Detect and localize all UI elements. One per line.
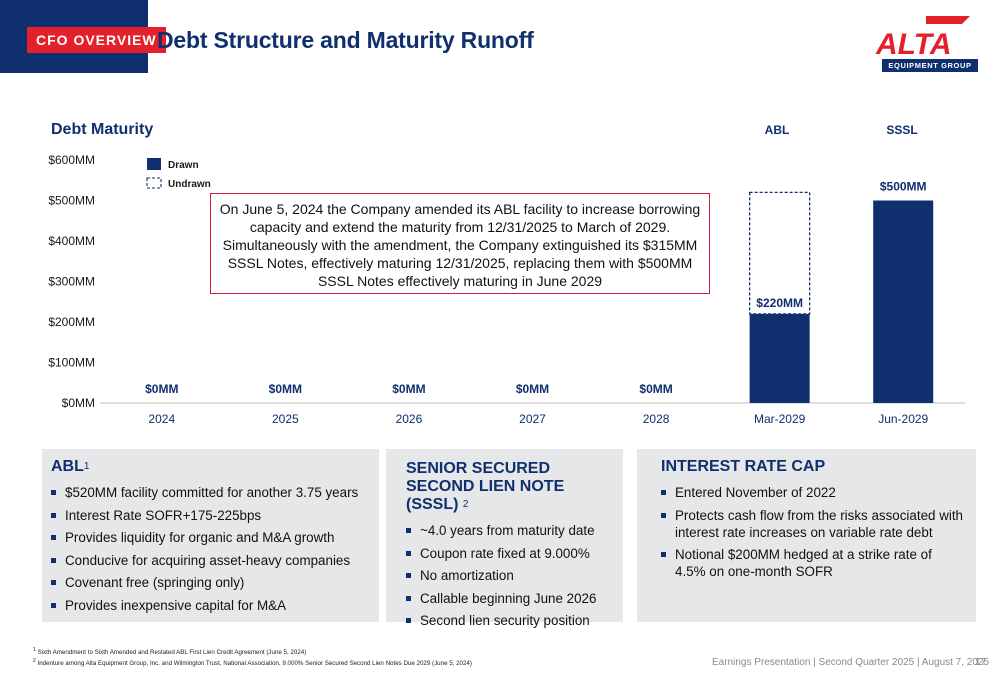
y-tick-label: $600MM xyxy=(48,153,95,167)
logo-wordmark: ALTA xyxy=(875,28,952,60)
data-label: $0MM xyxy=(145,382,178,396)
list-item: Second lien security position xyxy=(406,612,613,629)
interest-rate-cap-panel: INTEREST RATE CAP Entered November of 20… xyxy=(637,449,976,622)
sssl-bullet-list: ~4.0 years from maturity date Coupon rat… xyxy=(406,522,613,629)
abl-panel-title: ABL1 xyxy=(51,458,90,475)
data-label: $0MM xyxy=(516,382,549,396)
data-label: $0MM xyxy=(392,382,425,396)
legend-swatch-undrawn xyxy=(146,177,162,189)
list-item: Notional $200MM hedged at a strike rate … xyxy=(661,546,966,580)
debt-maturity-chart: $0MM $100MM $200MM $300MM $400MM $500MM $600MM… xyxy=(48,153,965,426)
y-tick-label: $0MM xyxy=(62,396,95,410)
list-item: Provides liquidity for organic and M&A g… xyxy=(51,529,369,546)
list-item: Conducive for acquiring asset-heavy comp… xyxy=(51,552,369,569)
sssl-panel-title: SENIOR SECURED SECOND LIEN NOTE (SSSL) 2 xyxy=(406,460,565,513)
footnote-1: 1 Sixth Amendment to Sixth Amended and R… xyxy=(33,647,307,657)
data-label: $0MM xyxy=(639,382,672,396)
footnotes: 1 Sixth Amendment to Sixth Amended and R… xyxy=(33,646,472,668)
data-label: $0MM xyxy=(269,382,302,396)
data-label: $220MM xyxy=(756,296,803,310)
page-number: 17 xyxy=(975,657,987,668)
sssl-panel: SENIOR SECURED SECOND LIEN NOTE (SSSL) 2… xyxy=(386,449,623,628)
list-item: Protects cash flow from the risks associ… xyxy=(661,507,966,541)
legend-label-drawn: Drawn xyxy=(168,160,199,171)
column-header-abl: ABL xyxy=(764,123,790,137)
list-item: Provides inexpensive capital for M&A xyxy=(51,597,369,614)
section-badge: CFO OVERVIEW xyxy=(27,27,166,53)
y-tick-label: $200MM xyxy=(48,315,95,329)
list-item: Covenant free (springing only) xyxy=(51,574,369,591)
cap-bullet-list: Entered November of 2022 Protects cash f… xyxy=(661,484,966,580)
y-tick-label: $100MM xyxy=(48,356,95,370)
logo-subtitle: EQUIPMENT GROUP xyxy=(882,59,978,72)
legend-swatch-drawn xyxy=(147,158,161,170)
page-title: Debt Structure and Maturity Runoff xyxy=(157,27,534,53)
amendment-callout: On June 5, 2024 the Company amended its … xyxy=(210,193,710,294)
logo-mark-icon: ALTA xyxy=(875,16,970,60)
list-item: No amortization xyxy=(406,567,613,584)
bar-drawn xyxy=(749,313,810,403)
data-label: $500MM xyxy=(880,180,927,194)
x-tick-label: 2027 xyxy=(519,412,546,426)
list-item: Callable beginning June 2026 xyxy=(406,590,613,607)
x-tick-label: 2026 xyxy=(396,412,423,426)
list-item: Coupon rate fixed at 9.000% xyxy=(406,545,613,562)
column-header-sssl: SSSL xyxy=(886,123,918,137)
abl-bullet-list: $520MM facility committed for another 3.… xyxy=(51,484,369,614)
chart-title: Debt Maturity xyxy=(51,121,154,138)
cap-panel-title: INTEREST RATE CAP xyxy=(661,458,826,475)
list-item: Interest Rate SOFR+175-225bps xyxy=(51,507,369,524)
x-tick-label: 2028 xyxy=(643,412,670,426)
list-item: Entered November of 2022 xyxy=(661,484,966,501)
list-item: $520MM facility committed for another 3.… xyxy=(51,484,369,501)
y-tick-label: $300MM xyxy=(48,275,95,289)
list-item: ~4.0 years from maturity date xyxy=(406,522,613,539)
x-tick-label: Jun-2029 xyxy=(878,412,928,426)
x-tick-label: 2024 xyxy=(148,412,175,426)
footer-text: Earnings Presentation | Second Quarter 2… xyxy=(712,657,990,668)
footnote-2: 2 Indenture among Alta Equipment Group, … xyxy=(33,658,472,668)
y-tick-label: $400MM xyxy=(48,234,95,248)
x-tick-label: Mar-2029 xyxy=(754,412,806,426)
bar-drawn xyxy=(873,200,934,403)
x-tick-label: 2025 xyxy=(272,412,299,426)
abl-panel: ABL1 $520MM facility committed for anoth… xyxy=(42,449,379,622)
company-logo: ALTA EQUIPMENT GROUP xyxy=(866,14,978,72)
legend-label-undrawn: Undrawn xyxy=(168,179,211,190)
bar-undrawn xyxy=(748,191,811,315)
y-tick-label: $500MM xyxy=(48,194,95,208)
